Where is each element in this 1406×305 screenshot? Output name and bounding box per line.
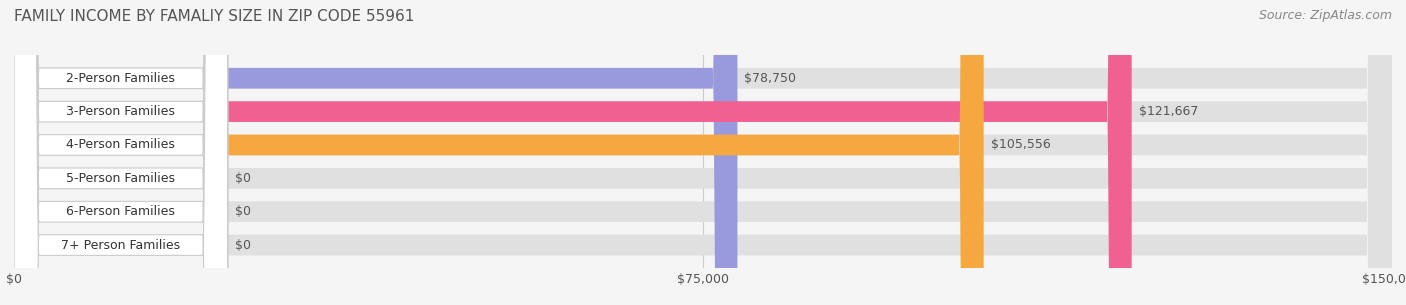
FancyBboxPatch shape bbox=[14, 0, 738, 305]
Text: FAMILY INCOME BY FAMALIY SIZE IN ZIP CODE 55961: FAMILY INCOME BY FAMALIY SIZE IN ZIP COD… bbox=[14, 9, 415, 24]
Text: $105,556: $105,556 bbox=[991, 138, 1050, 152]
FancyBboxPatch shape bbox=[14, 0, 228, 305]
Text: 4-Person Families: 4-Person Families bbox=[66, 138, 176, 152]
FancyBboxPatch shape bbox=[14, 0, 1392, 305]
FancyBboxPatch shape bbox=[14, 0, 1392, 305]
FancyBboxPatch shape bbox=[14, 0, 1392, 305]
FancyBboxPatch shape bbox=[14, 0, 1392, 305]
FancyBboxPatch shape bbox=[14, 0, 1392, 305]
Text: $0: $0 bbox=[235, 205, 250, 218]
FancyBboxPatch shape bbox=[14, 0, 984, 305]
Text: 6-Person Families: 6-Person Families bbox=[66, 205, 176, 218]
FancyBboxPatch shape bbox=[14, 0, 228, 305]
Text: 5-Person Families: 5-Person Families bbox=[66, 172, 176, 185]
Text: 2-Person Families: 2-Person Families bbox=[66, 72, 176, 85]
Text: Source: ZipAtlas.com: Source: ZipAtlas.com bbox=[1258, 9, 1392, 22]
Text: 7+ Person Families: 7+ Person Families bbox=[62, 239, 180, 252]
FancyBboxPatch shape bbox=[14, 0, 228, 305]
Text: 3-Person Families: 3-Person Families bbox=[66, 105, 176, 118]
Text: $0: $0 bbox=[235, 239, 250, 252]
FancyBboxPatch shape bbox=[14, 0, 228, 305]
FancyBboxPatch shape bbox=[14, 0, 228, 305]
Text: $78,750: $78,750 bbox=[744, 72, 796, 85]
Text: $0: $0 bbox=[235, 172, 250, 185]
FancyBboxPatch shape bbox=[14, 0, 228, 305]
Text: $121,667: $121,667 bbox=[1139, 105, 1198, 118]
FancyBboxPatch shape bbox=[14, 0, 1132, 305]
FancyBboxPatch shape bbox=[14, 0, 1392, 305]
